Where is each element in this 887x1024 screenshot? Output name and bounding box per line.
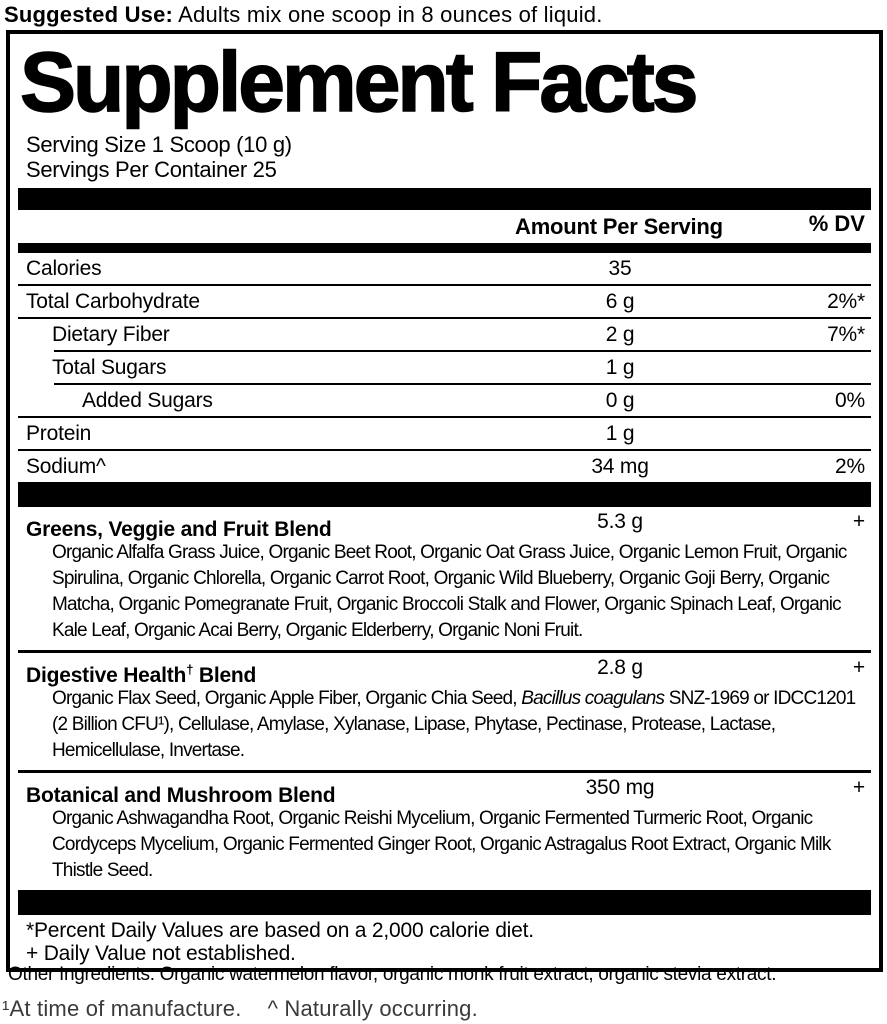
nutrient-dv: 0% [835, 389, 865, 412]
nutrient-name: Calories [26, 257, 102, 280]
blend-divider [18, 650, 871, 653]
nutrient-row-total-sugars: Total Sugars 1 g [10, 352, 879, 383]
suggested-use-line: Suggested Use: Adults mix one scoop in 8… [4, 2, 603, 28]
nutrient-name: Dietary Fiber [52, 323, 170, 346]
divider-thick-footnotes [18, 890, 871, 915]
blend-amount: 2.8 g [597, 656, 643, 679]
blend-ingredients-greens: Organic Alfalfa Grass Juice, Organic Bee… [52, 542, 847, 641]
blend-dv: + [852, 656, 865, 679]
nutrient-row-sodium: Sodium^ 34 mg 2% [10, 451, 879, 482]
nutrient-row-dietary-fiber: Dietary Fiber 2 g 7%* [10, 319, 879, 350]
footnote-dv-not-established: + Daily Value not established. [26, 942, 296, 965]
blend-ingredients-digestive: Organic Flax Seed, Organic Apple Fiber, … [52, 688, 856, 761]
percent-dv-header: % DV [808, 211, 865, 236]
nutrient-amount: 35 [608, 257, 632, 280]
amount-per-serving-header: Amount Per Serving [515, 214, 723, 239]
bottom-footnotes-line: ¹At time of manufacture. ^ Naturally occu… [2, 996, 478, 1022]
serving-info: Serving Size 1 Scoop (10 g) Servings Per… [10, 132, 879, 182]
nutrient-name: Protein [26, 422, 92, 445]
nutrient-name: Total Sugars [52, 356, 167, 379]
column-header-row: Amount Per Serving % DV [10, 210, 879, 243]
nutrient-name: Sodium^ [26, 455, 106, 478]
nutrient-row-calories: Calories 35 [10, 253, 879, 284]
row-divider [18, 416, 871, 418]
blend-name: Greens, Veggie and Fruit Blend [26, 518, 332, 541]
nutrient-row-added-sugars: Added Sugars 0 g 0% [10, 385, 879, 416]
nutrient-amount: 1 g [605, 422, 635, 445]
panel-title: Supplement Facts [19, 35, 699, 129]
divider-thick-blends [18, 482, 871, 507]
blend-header-botanical: Botanical and Mushroom Blend 350 mg + [10, 773, 879, 807]
servings-per-container: Servings Per Container 25 [26, 157, 277, 182]
nutrient-amount: 6 g [605, 290, 635, 313]
naturally-occurring-footnote: ^ Naturally occurring. [267, 996, 478, 1021]
supplement-facts-panel: Supplement Facts Serving Size 1 Scoop (1… [6, 30, 883, 972]
nutrient-amount: 0 g [605, 389, 635, 412]
dagger-superscript: † [186, 662, 194, 677]
blend-header-greens: Greens, Veggie and Fruit Blend 5.3 g + [10, 507, 879, 541]
blend-dv: + [852, 776, 865, 799]
row-divider [18, 284, 871, 286]
nutrient-dv: 2% [835, 455, 865, 478]
footnote-daily-values: *Percent Daily Values are based on a 2,0… [26, 919, 534, 942]
nutrient-amount: 1 g [605, 356, 635, 379]
manufacture-footnote: ¹At time of manufacture. [2, 996, 242, 1021]
blend-name: Digestive Health† Blend [26, 662, 257, 687]
nutrient-row-total-carbohydrate: Total Carbohydrate 6 g 2%* [10, 286, 879, 317]
other-ingredients-line: Other Ingredients: Organic watermelon fl… [8, 964, 777, 985]
row-divider-indented [54, 350, 871, 352]
blend-amount: 5.3 g [597, 510, 643, 533]
blend-header-digestive: Digestive Health† Blend 2.8 g + [10, 653, 879, 687]
row-divider [18, 317, 871, 319]
divider-thick-top [18, 188, 871, 210]
nutrient-dv: 7%* [827, 323, 865, 346]
blend-dv: + [852, 510, 865, 533]
suggested-use-text: Adults mix one scoop in 8 ounces of liqu… [173, 2, 603, 27]
nutrient-dv: 2%* [827, 290, 865, 313]
blend-name: Botanical and Mushroom Blend [26, 784, 336, 807]
italic-ingredient: Bacillus coagulans [521, 688, 665, 709]
row-divider [18, 449, 871, 451]
divider-medium-header [18, 243, 871, 253]
nutrient-amount: 34 mg [591, 455, 649, 478]
nutrient-row-protein: Protein 1 g [10, 418, 879, 449]
nutrient-amount: 2 g [605, 323, 635, 346]
suggested-use-label: Suggested Use: [4, 2, 174, 27]
blend-divider [18, 770, 871, 773]
blend-amount: 350 mg [585, 776, 655, 799]
blend-ingredients-botanical: Organic Ashwagandha Root, Organic Reishi… [52, 808, 831, 881]
nutrient-name: Total Carbohydrate [26, 290, 200, 313]
serving-size: Serving Size 1 Scoop (10 g) [26, 132, 292, 157]
nutrient-name: Added Sugars [82, 389, 213, 412]
row-divider-indented [54, 383, 871, 385]
